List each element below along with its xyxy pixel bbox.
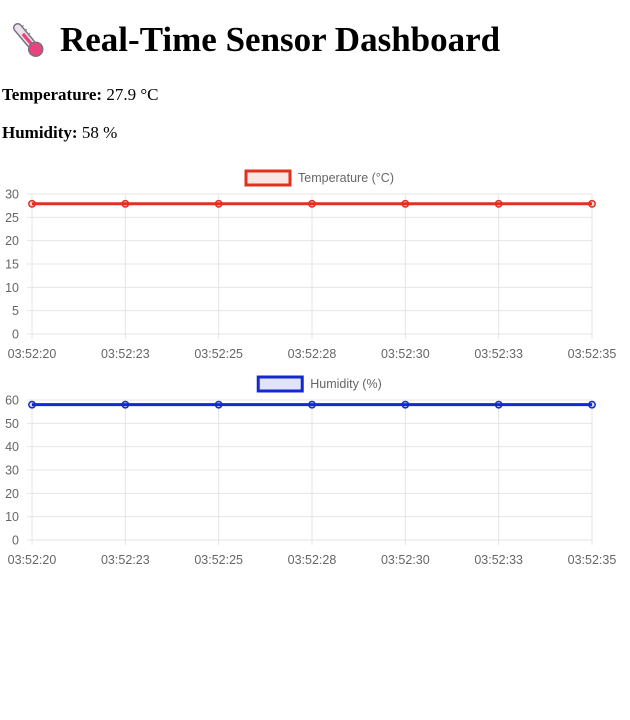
- y-tick-label: 50: [5, 417, 19, 431]
- legend[interactable]: Temperature (°C): [244, 169, 394, 187]
- x-tick-label: 03:52:25: [194, 347, 243, 361]
- data-point[interactable]: [121, 400, 130, 409]
- x-tick-label: 03:52:25: [194, 553, 243, 567]
- data-point[interactable]: [308, 400, 316, 409]
- y-tick-label: 15: [5, 258, 19, 272]
- data-point[interactable]: [28, 400, 36, 409]
- temperature-chart-canvas: 0 5 10 15 20 25 30 03:52:20 03:52:23 03:52:25 03:5…: [5, 169, 617, 361]
- x-tick-label: 03:52:30: [381, 347, 430, 361]
- y-tick-label: 5: [12, 304, 19, 318]
- data-point[interactable]: [494, 199, 503, 208]
- y-tick-label: 0: [12, 534, 19, 548]
- y-tick-label: 40: [5, 440, 19, 454]
- legend[interactable]: Humidity (%): [256, 375, 382, 393]
- data-point[interactable]: [121, 199, 130, 208]
- data-point[interactable]: [214, 199, 223, 208]
- data-point[interactable]: [214, 400, 223, 409]
- humidity-chart-canvas: 0 10 20 30 40 50 60 03:52:20 03:52:23 03:52:25 03:…: [5, 375, 617, 567]
- x-tick-label: 03:52:23: [101, 553, 150, 567]
- data-point[interactable]: [401, 400, 410, 409]
- y-tick-label: 30: [5, 188, 19, 202]
- legend-label: Humidity (%): [310, 377, 382, 391]
- y-tick-label: 20: [5, 234, 19, 248]
- legend-label: Temperature (°C): [298, 171, 394, 185]
- x-tick-label: 03:52:35: [568, 347, 617, 361]
- y-tick-label: 10: [5, 510, 19, 524]
- x-tick-label: 03:52:33: [474, 347, 523, 361]
- thermometer-icon: [8, 18, 48, 62]
- x-tick-label: 03:52:28: [288, 553, 337, 567]
- page-title-text: Real-Time Sensor Dashboard: [60, 20, 501, 59]
- x-tick-label: 03:52:33: [474, 553, 523, 567]
- temperature-value: 27.9 °C: [106, 85, 159, 104]
- y-tick-label: 10: [5, 281, 19, 295]
- temperature-chart: 0 5 10 15 20 25 30 03:52:20 03:52:23 03:52:25 03:5…: [0, 165, 630, 370]
- legend-swatch: [244, 169, 292, 187]
- data-point[interactable]: [588, 199, 596, 208]
- x-tick-label: 03:52:35: [568, 553, 617, 567]
- data-point[interactable]: [28, 199, 36, 208]
- x-tick-label: 03:52:20: [8, 347, 57, 361]
- humidity-label: Humidity:: [2, 123, 78, 142]
- x-tick-label: 03:52:30: [381, 553, 430, 567]
- x-tick-label: 03:52:20: [8, 553, 57, 567]
- x-tick-label: 03:52:23: [101, 347, 150, 361]
- y-tick-label: 25: [5, 211, 19, 225]
- data-point[interactable]: [308, 199, 316, 208]
- legend-swatch: [256, 375, 304, 393]
- data-point[interactable]: [494, 400, 503, 409]
- y-tick-label: 0: [12, 328, 19, 342]
- temperature-label: Temperature:: [2, 85, 103, 104]
- x-tick-label: 03:52:28: [288, 347, 337, 361]
- y-tick-label: 20: [5, 487, 19, 501]
- data-point[interactable]: [588, 400, 596, 409]
- data-point[interactable]: [401, 199, 410, 208]
- y-tick-label: 60: [5, 394, 19, 408]
- page-title: Real-Time Sensor Dashboard: [8, 12, 500, 68]
- humidity-value: 58 %: [81, 123, 118, 142]
- humidity-reading: Humidity: 58 %: [2, 123, 117, 143]
- temperature-reading: Temperature: 27.9 °C: [2, 85, 158, 105]
- y-tick-label: 30: [5, 464, 19, 478]
- humidity-chart: 0 10 20 30 40 50 60 03:52:20 03:52:23 03:52:25 03:…: [0, 371, 630, 576]
